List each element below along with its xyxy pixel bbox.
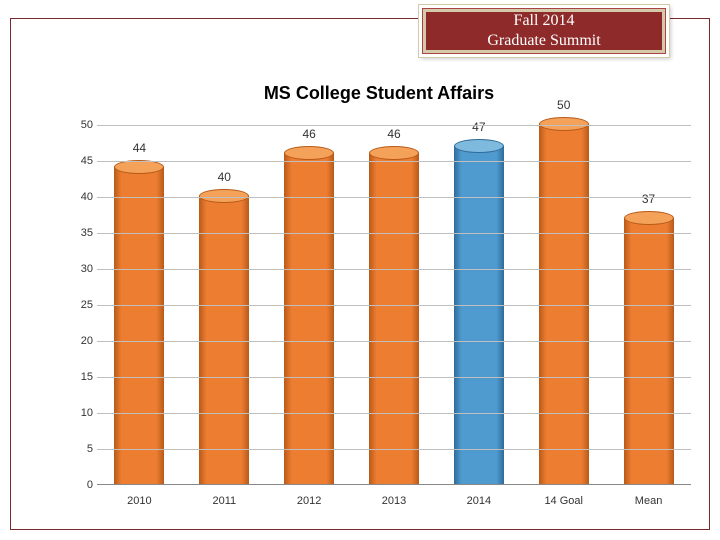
x-tick-label: 2013 <box>364 495 424 507</box>
header-text: Fall 2014 Graduate Summit <box>487 11 600 51</box>
grid-line <box>97 305 691 306</box>
grid-line <box>97 197 691 198</box>
grid-line <box>97 161 691 162</box>
x-tick-label: Mean <box>619 495 679 507</box>
bar-body <box>624 218 674 484</box>
grid-line <box>97 233 691 234</box>
slide-frame: Fall 2014 Graduate Summit MS College Stu… <box>10 18 710 530</box>
x-tick-label: 2012 <box>279 495 339 507</box>
grid-line <box>97 125 691 126</box>
bar-value-label: 47 <box>454 120 504 134</box>
y-tick-label: 0 <box>69 479 93 491</box>
bar-body <box>114 167 164 484</box>
chart-plot-area: 44404646475037 05101520253035404550 <box>97 125 691 485</box>
bar-top-cap <box>454 139 504 153</box>
bar-value-label: 37 <box>624 192 674 206</box>
y-tick-label: 50 <box>69 119 93 131</box>
y-tick-label: 20 <box>69 335 93 347</box>
header-inner: Fall 2014 Graduate Summit <box>422 8 666 54</box>
grid-line <box>97 269 691 270</box>
bar-top-cap <box>199 189 249 203</box>
chart-container: MS College Student Affairs 4440464647503… <box>67 115 691 515</box>
bar-body <box>539 124 589 484</box>
grid-line <box>97 413 691 414</box>
y-tick-label: 35 <box>69 227 93 239</box>
chart-title: MS College Student Affairs <box>67 83 691 104</box>
header-line2: Graduate Summit <box>487 31 600 51</box>
bar-body <box>284 153 334 484</box>
grid-line <box>97 449 691 450</box>
bar-body <box>369 153 419 484</box>
y-tick-label: 30 <box>69 263 93 275</box>
x-tick-label: 2010 <box>109 495 169 507</box>
y-tick-label: 25 <box>69 299 93 311</box>
bar-top-cap <box>539 117 589 131</box>
bar-value-label: 50 <box>539 98 589 112</box>
bar-body <box>199 196 249 484</box>
bar-top-cap <box>624 211 674 225</box>
x-tick-label: 14 Goal <box>534 495 594 507</box>
bar-top-cap <box>369 146 419 160</box>
bar-value-label: 46 <box>369 127 419 141</box>
header-line1: Fall 2014 <box>487 11 600 31</box>
bar-top-cap <box>114 160 164 174</box>
header-box: Fall 2014 Graduate Summit <box>419 5 669 57</box>
bar-value-label: 46 <box>284 127 334 141</box>
x-tick-label: 2014 <box>449 495 509 507</box>
y-tick-label: 15 <box>69 371 93 383</box>
bar-top-cap <box>284 146 334 160</box>
y-tick-label: 10 <box>69 407 93 419</box>
grid-line <box>97 377 691 378</box>
bar-value-label: 44 <box>114 141 164 155</box>
y-tick-label: 40 <box>69 191 93 203</box>
y-tick-label: 45 <box>69 155 93 167</box>
bar-value-label: 40 <box>199 170 249 184</box>
x-tick-label: 2011 <box>194 495 254 507</box>
grid-line <box>97 341 691 342</box>
y-tick-label: 5 <box>69 443 93 455</box>
